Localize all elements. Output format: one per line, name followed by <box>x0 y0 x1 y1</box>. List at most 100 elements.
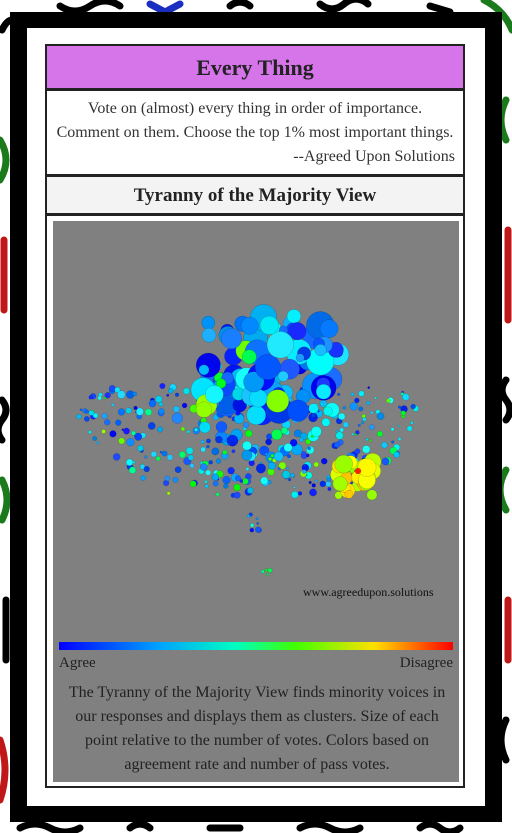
cluster-point <box>101 412 108 420</box>
cluster-point <box>349 402 358 411</box>
cluster-point <box>255 526 262 533</box>
cluster-point <box>323 406 333 416</box>
cluster-point <box>172 405 180 413</box>
cluster-point <box>249 527 255 533</box>
cluster-point <box>200 446 206 453</box>
cluster-point <box>367 386 371 389</box>
cluster-point <box>310 426 322 437</box>
cluster-point <box>406 425 413 432</box>
cluster-point <box>333 441 341 449</box>
cluster-point <box>79 408 83 412</box>
cluster-point <box>174 392 180 397</box>
cluster-point <box>147 422 156 430</box>
cluster-point <box>265 438 272 446</box>
cluster-point <box>200 439 205 444</box>
cluster-point <box>164 475 171 482</box>
cluster-point <box>256 522 260 525</box>
cluster-point <box>374 396 377 400</box>
cluster-point <box>222 475 231 485</box>
cluster-point <box>397 424 400 428</box>
cluster-point <box>158 401 164 407</box>
cluster-point <box>305 438 311 445</box>
cluster-point <box>289 439 298 447</box>
cluster-point <box>354 448 361 455</box>
attribution: --Agreed Upon Solutions <box>293 148 455 165</box>
cluster-point <box>358 390 365 397</box>
cluster-point <box>201 327 217 343</box>
cluster-point <box>381 457 390 466</box>
cluster-point <box>301 469 307 474</box>
cluster-point <box>270 453 275 458</box>
cluster-point <box>354 467 362 475</box>
cluster-point <box>337 392 341 397</box>
cluster-point <box>104 392 111 399</box>
cluster-point <box>246 405 267 425</box>
cluster-point <box>366 489 378 501</box>
cluster-point <box>135 407 144 416</box>
cluster-point <box>189 463 195 469</box>
cluster-point <box>344 489 354 499</box>
cluster-plot: www.agreedupon.solutions Agree Disagree <box>59 304 453 671</box>
cluster-point <box>242 440 252 451</box>
cluster-point <box>166 454 174 461</box>
cluster-point <box>332 476 348 492</box>
cluster-point <box>83 415 90 422</box>
cluster-point <box>273 451 284 462</box>
cluster-point <box>325 481 332 488</box>
intro-text: Vote on (almost) every thing in order of… <box>56 100 454 141</box>
cluster-point <box>222 449 228 455</box>
cluster-point <box>131 430 136 436</box>
cluster-point <box>306 453 310 458</box>
cluster-point <box>233 483 241 492</box>
cluster-point <box>118 437 125 445</box>
cluster-point <box>303 464 306 467</box>
cluster-point <box>88 430 92 435</box>
cluster-point <box>351 432 355 436</box>
cluster-point <box>246 514 251 518</box>
cluster-point <box>195 352 221 378</box>
cluster-point <box>104 419 111 426</box>
cluster-point <box>195 401 213 418</box>
cluster-point <box>376 412 385 421</box>
cluster-point <box>174 466 182 474</box>
cluster-point <box>137 444 144 452</box>
cluster-point <box>283 443 293 452</box>
cluster-point <box>144 455 148 459</box>
cluster-point <box>247 487 254 494</box>
cluster-point <box>277 466 281 471</box>
cluster-point <box>172 476 179 483</box>
cluster-point <box>321 417 331 427</box>
cluster-point <box>376 430 383 437</box>
cluster-point <box>144 408 153 416</box>
cluster-point <box>255 463 266 474</box>
cluster-point <box>194 427 198 432</box>
cluster-point <box>260 569 265 574</box>
cluster-point <box>161 450 168 457</box>
cluster-point <box>181 402 188 409</box>
cluster-point <box>114 386 121 393</box>
cluster-point <box>342 421 349 428</box>
cluster-point <box>155 456 161 462</box>
cluster-point <box>313 461 319 468</box>
cluster-point <box>85 409 90 414</box>
cluster-point <box>248 512 253 517</box>
cluster-point <box>267 567 273 573</box>
cluster-point <box>280 427 288 435</box>
cluster-point <box>140 475 146 481</box>
cluster-point <box>295 353 305 363</box>
cluster-point <box>221 328 243 350</box>
cluster-point <box>265 389 290 413</box>
cluster-point <box>211 447 220 456</box>
cluster-point <box>354 397 360 404</box>
cluster-point <box>126 437 135 447</box>
cluster-point <box>117 408 126 416</box>
cluster-point <box>287 477 292 482</box>
cluster-point <box>171 412 183 424</box>
cluster-point <box>355 430 360 435</box>
cluster-point <box>260 476 269 485</box>
cluster-point <box>115 419 122 426</box>
cluster-point <box>133 405 138 411</box>
cluster-point <box>156 426 164 433</box>
cluster-point <box>365 437 369 442</box>
cluster-point <box>358 406 364 412</box>
